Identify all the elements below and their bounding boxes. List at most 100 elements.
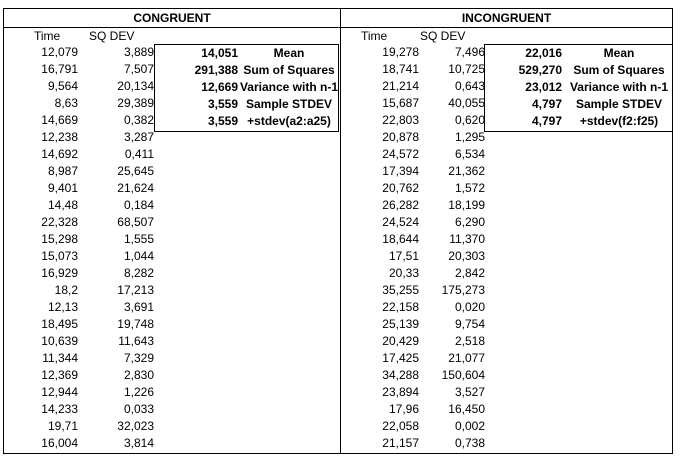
- sqdev-cell[interactable]: 0,620: [454, 113, 485, 127]
- sqdev-cell[interactable]: 17,213: [117, 283, 154, 297]
- sqdev-cell[interactable]: 20,303: [448, 249, 485, 263]
- sqdev-cell[interactable]: 1,226: [123, 385, 154, 399]
- time-cell[interactable]: 17,425: [382, 351, 419, 365]
- time-cell[interactable]: 17,51: [388, 249, 419, 263]
- sqdev-cell[interactable]: 10,725: [448, 62, 485, 76]
- stat-label[interactable]: Variance with n-1: [239, 80, 339, 94]
- sqdev-cell[interactable]: 6,290: [454, 215, 485, 229]
- sqdev-cell[interactable]: 0,002: [454, 419, 485, 433]
- time-cell[interactable]: 35,255: [382, 283, 419, 297]
- stat-value[interactable]: 3,559: [207, 97, 238, 111]
- time-cell[interactable]: 22,158: [382, 300, 419, 314]
- time-cell[interactable]: 14,233: [41, 402, 78, 416]
- time-cell[interactable]: 20,33: [388, 266, 419, 280]
- sqdev-cell[interactable]: 0,033: [123, 402, 154, 416]
- time-cell[interactable]: 16,929: [41, 266, 78, 280]
- sqdev-cell[interactable]: 21,624: [117, 181, 154, 195]
- time-cell[interactable]: 12,369: [41, 368, 78, 382]
- sqdev-cell[interactable]: 20,134: [117, 79, 154, 93]
- sqdev-cell[interactable]: 3,889: [123, 45, 154, 59]
- time-cell[interactable]: 19,278: [382, 45, 419, 59]
- time-cell[interactable]: 9,564: [47, 79, 78, 93]
- sqdev-cell[interactable]: 7,329: [123, 351, 154, 365]
- time-cell[interactable]: 22,058: [382, 419, 419, 433]
- sqdev-cell[interactable]: 11,643: [118, 334, 154, 348]
- time-cell[interactable]: 10,639: [41, 334, 78, 348]
- sqdev-cell[interactable]: 40,055: [448, 96, 485, 110]
- sqdev-cell[interactable]: 1,295: [454, 130, 485, 144]
- stat-label[interactable]: Sample STDEV: [245, 97, 333, 111]
- stat-label[interactable]: Mean: [273, 46, 305, 60]
- time-cell[interactable]: 23,894: [382, 385, 419, 399]
- time-cell[interactable]: 18,495: [41, 317, 78, 331]
- stat-label[interactable]: Sum of Squares: [243, 63, 335, 77]
- stat-value[interactable]: 529,270: [518, 63, 562, 77]
- sqdev-cell[interactable]: 19,748: [117, 317, 154, 331]
- stat-value[interactable]: 4,797: [531, 114, 562, 128]
- stat-value[interactable]: 23,012: [525, 80, 562, 94]
- sqdev-cell[interactable]: 7,496: [454, 45, 485, 59]
- sqdev-cell[interactable]: 1,044: [123, 249, 154, 263]
- time-cell[interactable]: 8,987: [47, 164, 78, 178]
- stat-label[interactable]: Sample STDEV: [575, 97, 663, 111]
- sqdev-cell[interactable]: 3,691: [123, 300, 154, 314]
- stat-value[interactable]: 291,388: [194, 63, 238, 77]
- time-cell[interactable]: 18,741: [382, 62, 419, 76]
- sqdev-cell[interactable]: 29,389: [117, 96, 154, 110]
- time-cell[interactable]: 9,401: [47, 181, 78, 195]
- time-cell[interactable]: 24,524: [382, 215, 419, 229]
- time-cell[interactable]: 18,2: [54, 283, 78, 297]
- time-cell[interactable]: 14,48: [47, 198, 78, 212]
- sqdev-cell[interactable]: 0,411: [124, 147, 154, 161]
- sqdev-cell[interactable]: 3,287: [123, 130, 154, 144]
- time-cell[interactable]: 25,139: [382, 317, 419, 331]
- time-cell[interactable]: 8,63: [54, 96, 78, 110]
- sqdev-cell[interactable]: 0,020: [454, 300, 485, 314]
- sqdev-cell[interactable]: 25,645: [117, 164, 154, 178]
- sqdev-cell[interactable]: 8,282: [123, 266, 154, 280]
- stat-label[interactable]: +stdev(f2:f25): [579, 114, 659, 128]
- time-cell[interactable]: 20,878: [382, 130, 419, 144]
- time-cell[interactable]: 12,944: [41, 385, 78, 399]
- sqdev-cell[interactable]: 0,643: [454, 79, 485, 93]
- sqdev-cell[interactable]: 0,738: [454, 436, 485, 450]
- sqdev-cell[interactable]: 11,370: [449, 232, 485, 246]
- time-cell[interactable]: 19,71: [47, 419, 78, 433]
- sqdev-cell[interactable]: 21,362: [448, 164, 485, 178]
- sqdev-cell[interactable]: 3,814: [123, 436, 154, 450]
- sqdev-cell[interactable]: 68,507: [117, 215, 154, 229]
- sqdev-cell[interactable]: 0,184: [123, 198, 154, 212]
- stat-label[interactable]: +stdev(a2:a25): [247, 114, 331, 128]
- time-cell[interactable]: 14,692: [41, 147, 78, 161]
- sqdev-cell[interactable]: 1,555: [123, 232, 154, 246]
- time-cell[interactable]: 14,669: [41, 113, 78, 127]
- sqdev-cell[interactable]: 16,450: [448, 402, 485, 416]
- stat-value[interactable]: 4,797: [531, 97, 562, 111]
- time-cell[interactable]: 17,394: [382, 164, 419, 178]
- time-cell[interactable]: 12,238: [41, 130, 78, 144]
- time-cell[interactable]: 34,288: [382, 368, 419, 382]
- sqdev-cell[interactable]: 2,842: [454, 266, 485, 280]
- sqdev-cell[interactable]: 1,572: [454, 181, 485, 195]
- time-cell[interactable]: 20,429: [382, 334, 419, 348]
- sqdev-cell[interactable]: 2,830: [123, 368, 154, 382]
- stat-value[interactable]: 12,669: [201, 80, 238, 94]
- stat-value[interactable]: 14,051: [201, 46, 238, 60]
- time-cell[interactable]: 15,298: [41, 232, 78, 246]
- time-cell[interactable]: 26,282: [382, 198, 419, 212]
- sqdev-cell[interactable]: 3,527: [454, 385, 485, 399]
- sqdev-cell[interactable]: 6,534: [454, 147, 485, 161]
- stat-label[interactable]: Variance with n-1: [569, 80, 669, 94]
- sqdev-cell[interactable]: 18,199: [448, 198, 485, 212]
- time-cell[interactable]: 12,079: [41, 45, 78, 59]
- time-cell[interactable]: 21,214: [382, 79, 419, 93]
- time-cell[interactable]: 20,762: [382, 181, 419, 195]
- stat-label[interactable]: Mean: [603, 46, 635, 60]
- sqdev-cell[interactable]: 32,023: [117, 419, 154, 433]
- sqdev-cell[interactable]: 150,604: [441, 368, 485, 382]
- sqdev-cell[interactable]: 2,518: [454, 334, 485, 348]
- time-cell[interactable]: 21,157: [382, 436, 419, 450]
- sqdev-cell[interactable]: 9,754: [454, 317, 485, 331]
- stat-value[interactable]: 22,016: [525, 46, 562, 60]
- time-cell[interactable]: 16,791: [41, 62, 78, 76]
